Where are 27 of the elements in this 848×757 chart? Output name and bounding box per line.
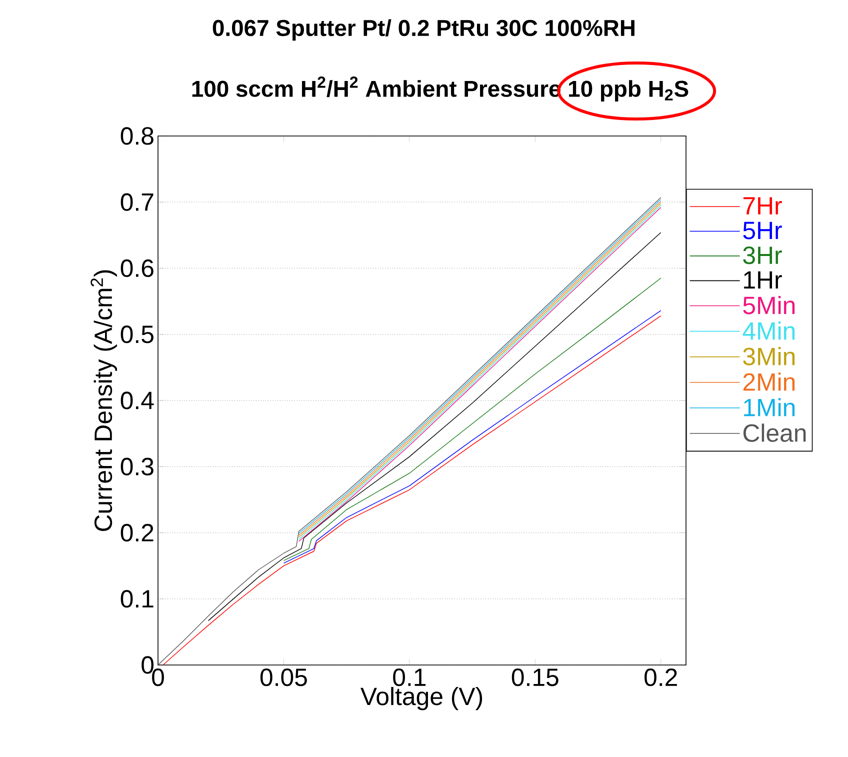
y-tick-label: 0.4 [120, 392, 154, 410]
y-axis-title: Current Density (A/cm$^{2}$) [90, 270, 118, 531]
chart-title: 0.067 Sputter Pt/ 0.2 PtRu 30C 100%RH [212, 19, 634, 41]
legend-label: 4Min [742, 322, 795, 340]
y-tick-label: 0.7 [120, 193, 154, 211]
y-tick-label: 0 [142, 656, 154, 674]
legend-label: 5Hr [743, 222, 782, 240]
x-tick-label: 0.15 [512, 668, 558, 686]
legend-label: 3Hr [743, 246, 782, 264]
line-series [208, 232, 662, 622]
legend-label: 7Hr [743, 197, 782, 214]
legend-label: Clean [743, 424, 806, 442]
x-tick-label: 0.1 [393, 668, 426, 686]
legend-label: 1Hr [744, 271, 782, 289]
legend-label: 1Min [744, 398, 795, 416]
y-tick-label: 0.8 [120, 127, 154, 145]
x-tick-label: 0.2 [644, 668, 677, 686]
legend-label: 5Min [743, 296, 795, 314]
y-tick-label: 0.2 [120, 524, 154, 542]
legend-label: 2Min [743, 372, 795, 391]
y-tick-label: 0.6 [120, 259, 154, 278]
x-axis-title: Voltage (V) [360, 686, 482, 710]
legend-label: 3Min [743, 347, 795, 366]
y-tick-label: 0.1 [120, 590, 154, 608]
y-tick-label: 0.3 [120, 458, 154, 476]
x-tick-label: 0.05 [260, 668, 307, 686]
y-tick-label: 0.5 [120, 326, 154, 344]
